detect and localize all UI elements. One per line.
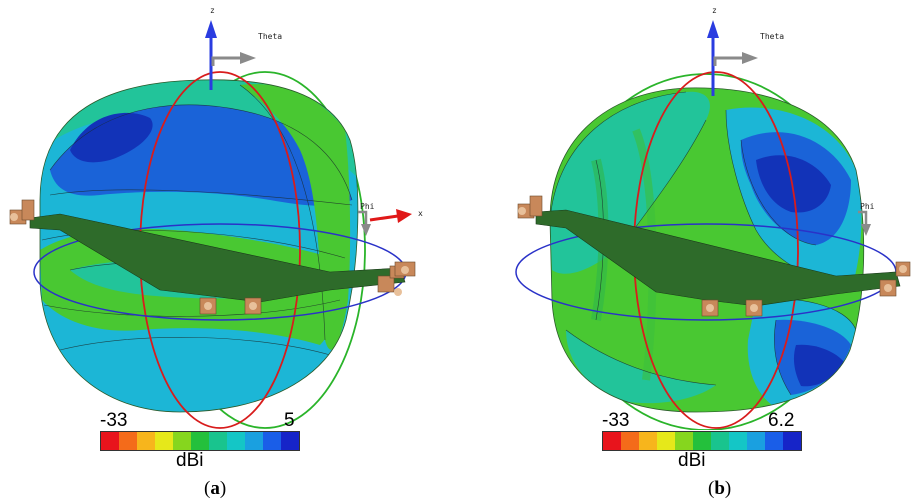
z-axis-arrow	[205, 20, 217, 90]
pattern-panel-a: z Theta Phi x -33 5 dBi (a)	[9, 6, 423, 499]
colorbar-segment	[693, 432, 711, 450]
colorbar-unit-label: dBi	[176, 450, 204, 471]
colorbar-segment	[155, 432, 173, 450]
colorbar-min-label: -33	[602, 410, 630, 431]
colorbar-segment	[209, 432, 227, 450]
axis-z-label: z	[712, 6, 717, 15]
colorbar-segment	[173, 432, 191, 450]
panel-caption-b: (b)	[708, 478, 732, 499]
axis-phi-label: Phi	[860, 202, 875, 211]
colorbar-segment	[263, 432, 281, 450]
connector-icon	[199, 297, 217, 315]
connector-icon	[9, 199, 35, 225]
colorbar-segment	[603, 432, 621, 450]
colorbar-segment	[137, 432, 155, 450]
z-axis-arrow	[707, 20, 719, 96]
antenna-board-b	[517, 195, 911, 317]
x-axis-arrow	[358, 209, 412, 236]
colorbar-unit-label: dBi	[678, 450, 706, 471]
pattern-panel-b: z Theta Phi -33 6.2 dBi (b)	[456, 0, 912, 504]
antenna-board-a	[9, 199, 416, 315]
colorbar-segment	[711, 432, 729, 450]
colorbar-a	[100, 431, 300, 451]
axis-phi-label: Phi	[360, 202, 375, 211]
axis-x-label: x	[418, 209, 423, 218]
radiation-pattern-3d-a	[9, 20, 416, 429]
colorbar-segment	[621, 432, 639, 450]
colorbar-max-label: 5	[284, 410, 295, 431]
connector-icon	[745, 299, 763, 317]
connector-icon	[701, 299, 719, 317]
colorbar-segment	[675, 432, 693, 450]
connector-icon	[244, 297, 262, 315]
colorbar-segment	[783, 432, 801, 450]
colorbar-min-label: -33	[100, 410, 128, 431]
colorbar-segment	[281, 432, 299, 450]
connector-icon	[394, 261, 416, 277]
colorbar-segment	[191, 432, 209, 450]
colorbar-segment	[119, 432, 137, 450]
colorbar-segment	[639, 432, 657, 450]
radiation-pattern-3d-b	[515, 20, 911, 430]
theta-direction-arrow	[211, 52, 256, 66]
axis-theta-label: Theta	[258, 32, 283, 41]
colorbar-segment	[747, 432, 765, 450]
phi-direction-arrow	[858, 210, 871, 236]
colorbar-segment	[729, 432, 747, 450]
axis-theta-label: Theta	[760, 32, 785, 41]
connector-icon	[895, 261, 911, 277]
theta-direction-arrow	[713, 52, 758, 66]
colorbar-segment	[657, 432, 675, 450]
connector-icon	[517, 195, 543, 219]
colorbar-segment	[765, 432, 783, 450]
connector-icon	[879, 279, 897, 297]
panel-caption-a: (a)	[204, 478, 227, 499]
colorbar-max-label: 6.2	[768, 410, 795, 431]
colorbar-b	[602, 431, 802, 451]
colorbar-segment	[245, 432, 263, 450]
colorbar-segment	[227, 432, 245, 450]
colorbar-segment	[101, 432, 119, 450]
axis-z-label: z	[210, 6, 215, 15]
